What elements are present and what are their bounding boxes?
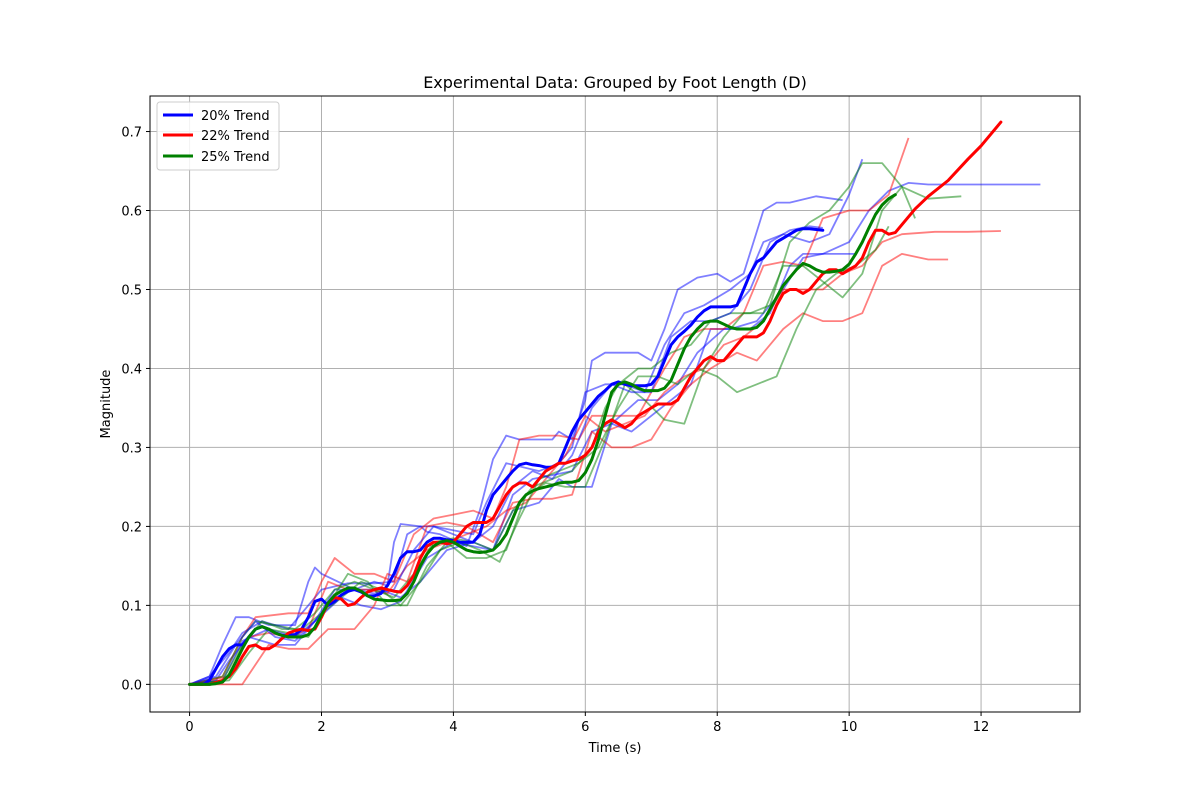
x-tick-label: 8 [713,720,721,735]
trial-line-20 [189,195,843,686]
legend-label-22: 22% Trend [201,129,270,144]
legend-label-25: 25% Trend [201,150,270,165]
x-tick-label: 10 [841,720,858,735]
x-tick-label: 2 [317,720,325,735]
trend-line-25 [188,193,897,686]
y-axis-label: Magnitude [99,370,114,439]
trial-line-22 [189,253,949,686]
trend-lines [188,120,1003,686]
x-tick-label: 0 [185,720,193,735]
y-tick-label: 0.5 [121,283,142,298]
x-tick-label: 4 [449,720,457,735]
legend-label-20: 20% Trend [201,109,270,124]
plot-frame [149,95,1081,713]
y-tick-label: 0.2 [121,520,142,535]
y-tick-label: 0.7 [121,126,142,141]
y-tick-label: 0.4 [121,362,142,377]
trial-line-22 [189,230,1001,686]
trial-line-20 [189,182,1041,686]
x-tick-label: 12 [973,720,990,735]
y-tick-label: 0.6 [121,205,142,220]
x-tick-label: 6 [581,720,589,735]
chart-title: Experimental Data: Grouped by Foot Lengt… [423,73,807,92]
y-tick-label: 0.3 [121,441,142,456]
legend: 20% Trend 22% Trend 25% Trend [156,101,280,171]
y-tick-label: 0.1 [121,599,142,614]
axis-ticks: 0 2 4 6 8 10 12 0.0 0.1 0.2 0.3 0.4 0.5 0.6 0.7 [121,126,989,735]
legend-box [156,101,280,171]
y-tick-label: 0.0 [121,678,142,693]
x-axis-label: Time (s) [588,741,642,756]
